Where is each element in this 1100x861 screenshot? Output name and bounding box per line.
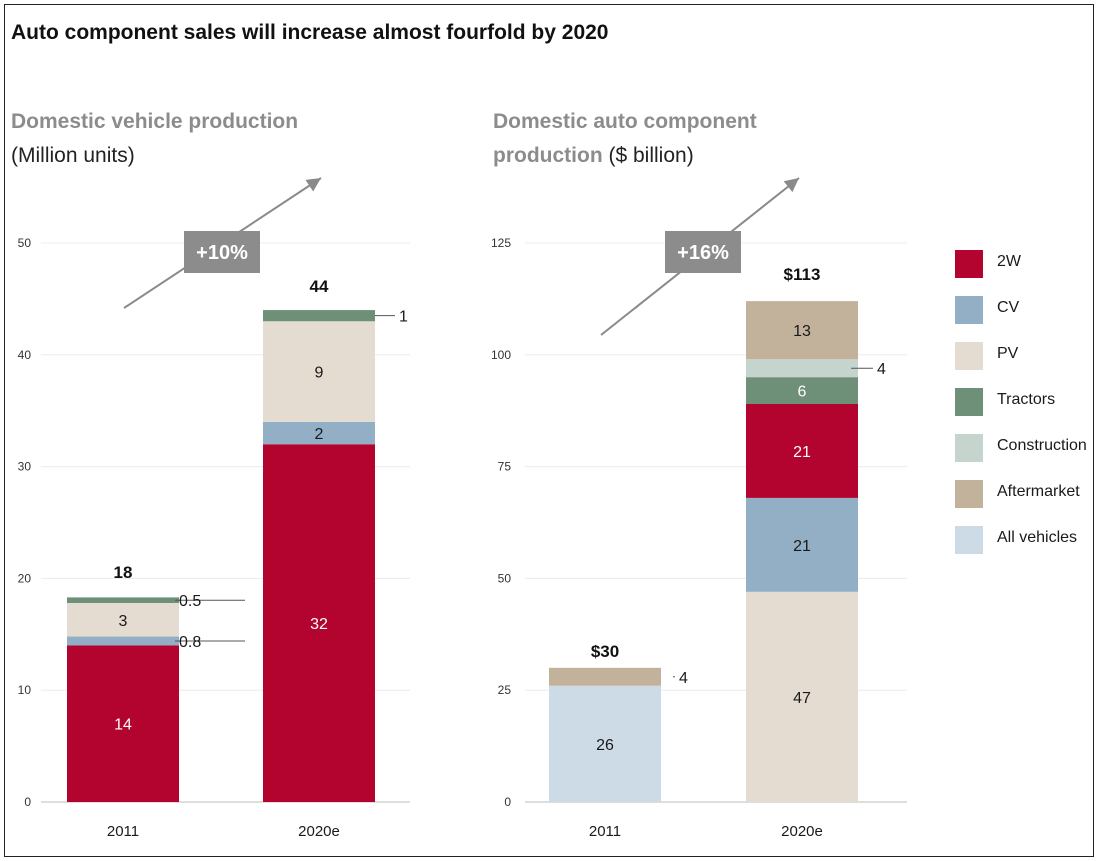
right-panel-title-bold: Domestic auto component production: [493, 110, 757, 167]
bar-segment: [67, 602, 179, 637]
legend-label: Construction: [997, 437, 1087, 454]
y-tick-label: 0: [24, 795, 31, 809]
legend-label: CV: [997, 299, 1020, 316]
y-tick-label: 20: [18, 571, 32, 585]
data-label: 14: [114, 717, 132, 734]
legend-swatch: [955, 250, 983, 278]
legend-label: 2W: [997, 253, 1021, 270]
x-tick-label: 2011: [107, 823, 139, 840]
total-label: $30: [591, 642, 619, 661]
bar-segment: [263, 321, 375, 422]
growth-label: +16%: [677, 242, 729, 264]
x-tick-label: 2011: [589, 823, 621, 840]
growth-label: +10%: [196, 242, 248, 264]
legend-swatch: [955, 480, 983, 508]
data-label: 6: [798, 384, 807, 401]
data-label: 1: [399, 309, 408, 326]
y-tick-label: 40: [18, 348, 32, 362]
legend-swatch: [955, 296, 983, 324]
bar-segment: [67, 645, 179, 802]
legend-label: PV: [997, 345, 1019, 362]
legend-label: Tractors: [997, 391, 1056, 408]
y-tick-label: 30: [18, 460, 32, 474]
bar-segment: [263, 421, 375, 445]
total-label: 18: [114, 563, 133, 582]
data-label: 13: [793, 323, 811, 340]
x-tick-label: 2020e: [781, 823, 823, 840]
y-tick-label: 10: [18, 683, 32, 697]
data-label: 2: [315, 426, 324, 443]
data-label: 4: [679, 670, 688, 687]
growth-arrow-head: [783, 178, 799, 193]
data-label: 0.8: [179, 634, 201, 651]
y-tick-label: 25: [498, 683, 512, 697]
bar-segment: [263, 310, 375, 322]
data-label: 26: [596, 737, 614, 754]
bar-segment: [67, 636, 179, 646]
y-tick-label: 100: [491, 348, 511, 362]
right-panel-title-unit: ($ billion): [608, 144, 694, 167]
y-tick-label: 125: [491, 236, 511, 250]
bar-segment: [746, 497, 858, 592]
x-tick-label: 2020e: [298, 823, 340, 840]
data-label: 9: [315, 365, 324, 382]
data-label: 4: [877, 361, 886, 378]
total-label: $113: [784, 265, 821, 284]
chart-title: Auto component sales will increase almos…: [11, 21, 609, 44]
bar-segment: [746, 377, 858, 404]
bar-segment: [549, 667, 661, 686]
growth-arrow-head: [305, 178, 321, 192]
data-label: 21: [793, 538, 811, 555]
y-tick-label: 0: [504, 795, 511, 809]
total-label: 44: [310, 277, 329, 296]
legend-swatch: [955, 526, 983, 554]
bar-segment: [746, 359, 858, 378]
bar-segment: [67, 597, 179, 603]
bar-segment: [746, 403, 858, 498]
data-label: 3: [119, 613, 128, 630]
bar-segment: [549, 685, 661, 802]
y-tick-label: 50: [18, 236, 32, 250]
y-tick-label: 50: [498, 571, 512, 585]
left-panel-title-bold: Domestic vehicle production: [11, 110, 299, 133]
legend-swatch: [955, 434, 983, 462]
bar-segment: [746, 301, 858, 360]
data-label: 21: [793, 444, 811, 461]
legend-swatch: [955, 342, 983, 370]
growth-badge: [665, 231, 741, 273]
data-label: 32: [310, 616, 328, 633]
legend-swatch: [955, 388, 983, 416]
bar-segment: [746, 591, 858, 802]
chart-frame: Auto component sales will increase almos…: [4, 4, 1094, 857]
left-panel-title: Domestic vehicle production (Million uni…: [11, 105, 431, 173]
legend-label: Aftermarket: [997, 483, 1080, 500]
growth-badge: [184, 231, 260, 273]
data-label: 0.5: [179, 593, 201, 610]
left-panel-title-unit: (Million units): [11, 144, 135, 167]
bar-segment: [263, 444, 375, 802]
legend-label: All vehicles: [997, 529, 1078, 546]
data-label: 47: [793, 690, 811, 707]
right-panel-title: Domestic auto component production ($ bi…: [493, 105, 853, 173]
y-tick-label: 75: [498, 460, 512, 474]
